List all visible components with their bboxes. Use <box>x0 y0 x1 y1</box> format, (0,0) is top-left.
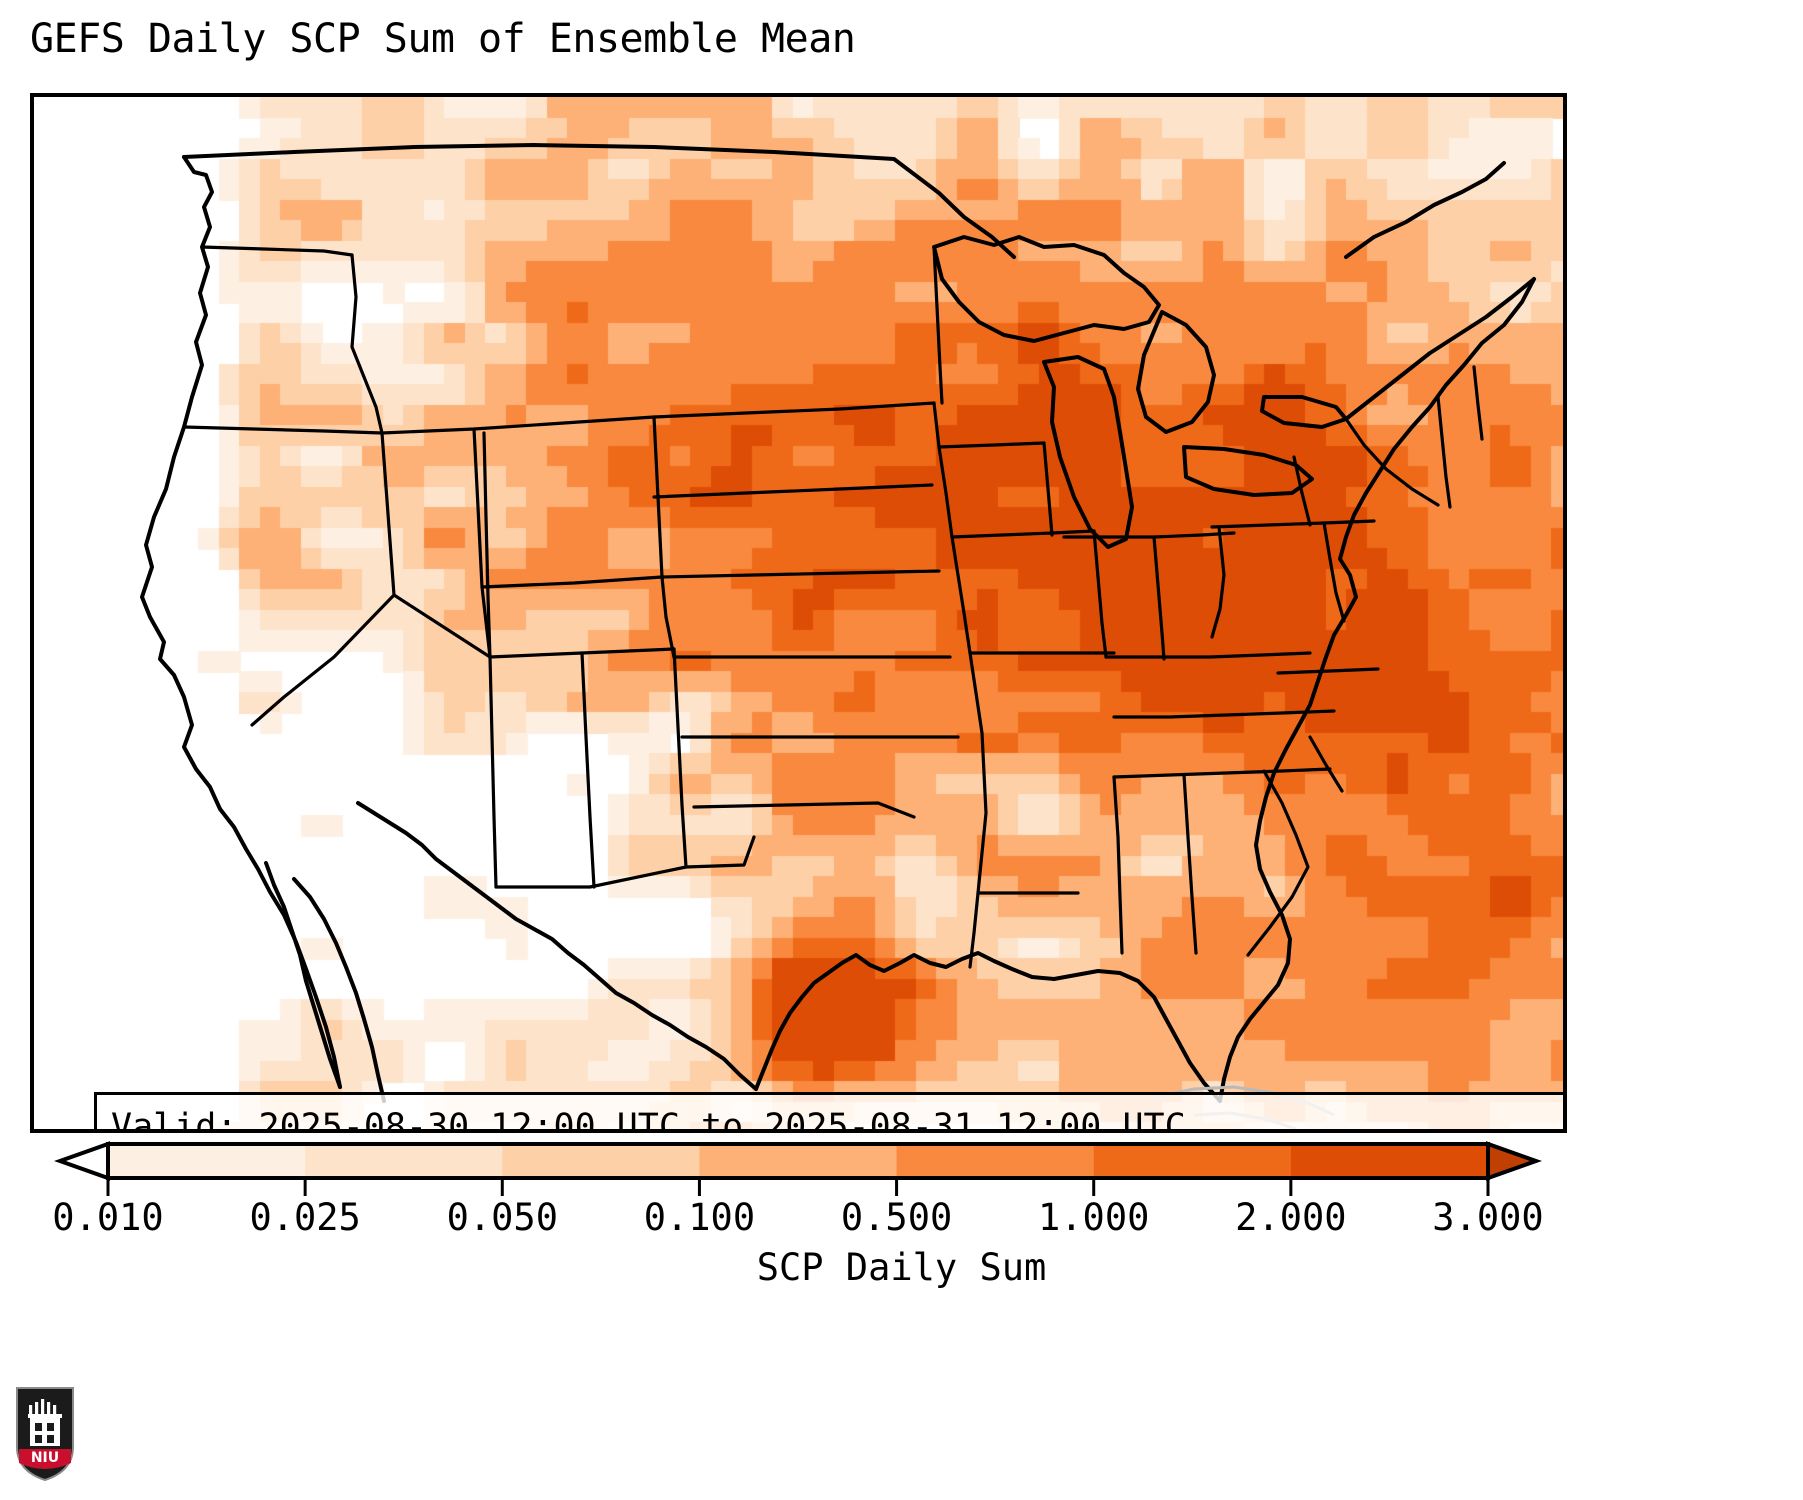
niu-logo-text: NIU <box>31 1450 59 1466</box>
colorbar-tick-1: 0.025 <box>249 1196 361 1239</box>
colorbar <box>30 1138 1567 1198</box>
colorbar-axis-label: SCP Daily Sum <box>756 1246 1047 1289</box>
colorbar-gradient <box>54 1141 1542 1196</box>
map-plot-area <box>34 97 1563 1129</box>
colorbar-tick-4: 0.500 <box>840 1196 953 1239</box>
valid-time-line: Valid: 2025-08-30 12:00 UTC to 2025-08-3… <box>111 1107 1186 1133</box>
map-panel: Valid: 2025-08-30 12:00 UTC to 2025-08-3… <box>30 93 1567 1133</box>
colorbar-tick-7: 3.000 <box>1432 1196 1544 1239</box>
colorbar-tick-0: 0.010 <box>52 1196 164 1239</box>
scp-heatmap-field <box>34 97 1563 1129</box>
colorbar-tick-2: 0.050 <box>446 1196 558 1239</box>
colorbar-tick-labels: 0.010 0.025 0.050 0.100 0.500 1.000 2.000 3.000 <box>30 1196 1567 1244</box>
colorbar-tick-3: 0.100 <box>643 1196 756 1239</box>
colorbar-tick-6: 2.000 <box>1235 1196 1347 1239</box>
page-title: GEFS Daily SCP Sum of Ensemble Mean <box>30 16 856 62</box>
niu-logo: NIU <box>16 1387 74 1482</box>
colorbar-tick-5: 1.000 <box>1038 1196 1150 1239</box>
forecast-info-box: Valid: 2025-08-30 12:00 UTC to 2025-08-3… <box>94 1092 1563 1133</box>
